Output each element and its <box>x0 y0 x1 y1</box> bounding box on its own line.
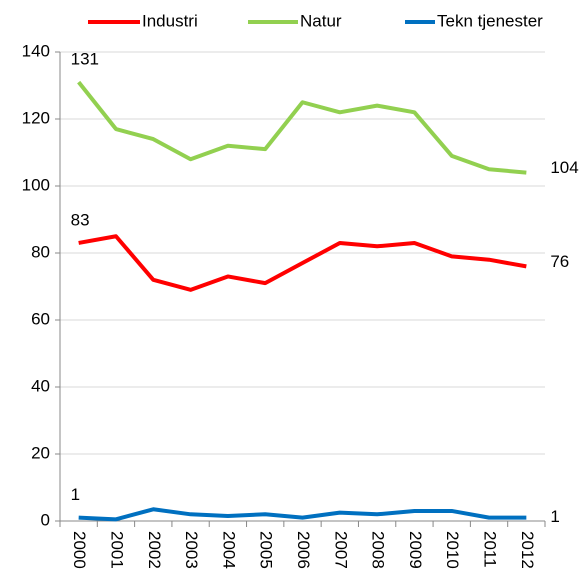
y-tick-label: 80 <box>31 242 50 261</box>
x-tick-label: 2005 <box>257 531 276 569</box>
data-label: 76 <box>550 252 569 271</box>
legend-label: Tekn tjenester <box>437 11 543 30</box>
data-label: 83 <box>71 210 90 229</box>
data-label: 104 <box>550 158 578 177</box>
y-tick-label: 40 <box>31 376 50 395</box>
x-tick-label: 2009 <box>406 531 425 569</box>
x-tick-label: 2001 <box>107 531 126 569</box>
data-label: 1 <box>71 485 80 504</box>
x-tick-label: 2002 <box>145 531 164 569</box>
x-tick-label: 2011 <box>481 531 500 568</box>
x-tick-label: 2004 <box>219 531 238 569</box>
y-tick-label: 20 <box>31 443 50 462</box>
x-tick-label: 2010 <box>443 531 462 569</box>
x-tick-label: 2007 <box>331 531 350 569</box>
x-tick-label: 2008 <box>369 531 388 569</box>
data-label: 1 <box>550 507 559 526</box>
y-tick-label: 100 <box>22 175 50 194</box>
series-line <box>78 507 527 522</box>
series-line <box>78 234 527 292</box>
y-tick-label: 120 <box>22 108 50 127</box>
y-tick-label: 60 <box>31 309 50 328</box>
x-tick-label: 2003 <box>182 531 201 569</box>
x-tick-label: 2000 <box>70 531 89 569</box>
y-tick-label: 140 <box>22 41 50 60</box>
series-line <box>77 80 527 175</box>
legend-label: Industri <box>142 11 198 30</box>
data-label: 131 <box>71 50 99 69</box>
x-tick-label: 2012 <box>518 531 537 569</box>
legend-label: Natur <box>300 11 342 30</box>
y-tick-label: 0 <box>41 510 50 529</box>
x-tick-label: 2006 <box>294 531 313 569</box>
